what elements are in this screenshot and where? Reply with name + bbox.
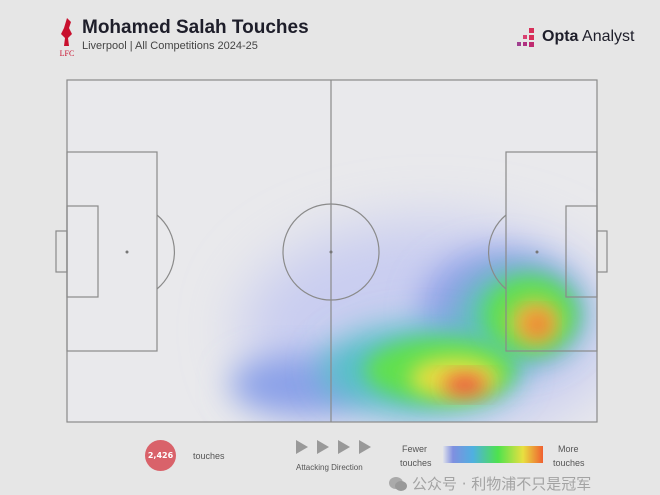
attacking-direction-label: Attacking Direction <box>296 463 363 472</box>
pitch-heatmap <box>55 79 608 423</box>
svg-text:LFC: LFC <box>60 49 75 58</box>
pitch-lines <box>55 79 608 423</box>
opta-logo-icon <box>517 28 534 47</box>
legend-more-2: touches <box>553 458 585 468</box>
touch-count-badge: 2,426 <box>145 440 176 471</box>
watermark: 公众号 · 利物浦不只是冠军 <box>412 475 592 493</box>
page-subtitle: Liverpool | All Competitions 2024-25 <box>82 40 258 52</box>
heat-hotspot-red <box>443 375 487 395</box>
wechat-icon <box>389 477 407 491</box>
legend-more: More <box>558 444 579 454</box>
legend-fewer-2: touches <box>400 458 432 468</box>
lfc-logo: LFC <box>60 18 75 58</box>
heat-layer <box>230 220 597 422</box>
legend-fewer: Fewer <box>402 444 428 454</box>
attacking-direction-arrows-icon <box>296 440 371 454</box>
page-title: Mohamed Salah Touches <box>82 17 309 38</box>
opta-analyst-brand: Opta Analyst <box>542 28 635 45</box>
color-scale-bar <box>443 446 543 463</box>
heat-hotspot-orange <box>526 313 550 337</box>
touch-label: touches <box>193 451 225 461</box>
